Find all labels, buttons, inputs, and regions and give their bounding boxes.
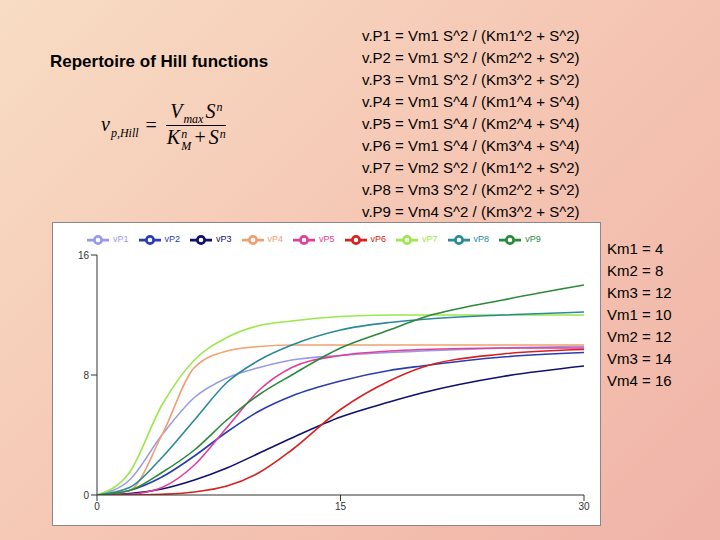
html-text:v.P8 = Vm3 S^2 / (Km2^2 + S^2): v.P8 = Vm3 S^2 / (Km2^2 + S^2) [362, 181, 580, 198]
html-text:VmaxSn: VmaxSn [170, 100, 223, 127]
svg-text:30: 30 [578, 501, 590, 512]
html-text:vP8: vP8 [473, 234, 490, 245]
html-text:Km2 = 8: Km2 = 8 [607, 262, 664, 279]
html-text:Repertoire of Hill functions: Repertoire of Hill functions [50, 52, 269, 71]
html-text:Vm3 = 14: Vm3 = 14 [607, 350, 672, 367]
html-text:vP5: vP5 [319, 234, 335, 245]
html-text:vP2: vP2 [164, 234, 180, 245]
html-text:Kn: Kn [166, 126, 188, 149]
html-text:Vm2 = 12: Vm2 = 12 [607, 328, 672, 345]
html-text:v.P6 = Vm1 S^4 / (Km3^4 + S^4): v.P6 = Vm1 S^4 / (Km3^4 + S^4) [362, 137, 580, 154]
html-text:vP7: vP7 [422, 234, 438, 245]
svg-text:0: 0 [94, 501, 100, 512]
svg-text:8: 8 [83, 370, 89, 381]
html-text:Vm1 = 10: Vm1 = 10 [607, 306, 672, 323]
html-text:vp,Hill =: vp,Hill = [101, 113, 157, 140]
html-text:Vm4 = 16: Vm4 = 16 [607, 372, 672, 389]
html-text:vP9: vP9 [525, 234, 541, 245]
html-text:v.P7 = Vm2 S^2 / (Km1^2 + S^2): v.P7 = Vm2 S^2 / (Km1^2 + S^2) [362, 159, 580, 176]
html-text:vP6: vP6 [370, 234, 387, 245]
html-text:vP4: vP4 [267, 234, 284, 245]
html-text:M+ Sn: M+ Sn [181, 126, 226, 153]
html-text:v.P9 = Vm4 S^2 / (Km3^2 + S^2): v.P9 = Vm4 S^2 / (Km3^2 + S^2) [362, 203, 580, 220]
html-text:Km1 = 4: Km1 = 4 [607, 240, 664, 257]
html-text:v.P2 = Vm1 S^2 / (Km2^2 + S^2): v.P2 = Vm1 S^2 / (Km2^2 + S^2) [362, 49, 580, 66]
html-text:v.P5 = Vm1 S^4 / (Km2^4 + S^4): v.P5 = Vm1 S^4 / (Km2^4 + S^4) [362, 115, 580, 132]
html-text:vP1: vP1 [113, 234, 129, 245]
html-text:Km3 = 12: Km3 = 12 [607, 284, 672, 301]
html-text:v.P4 = Vm1 S^4 / (Km1^4 + S^4): v.P4 = Vm1 S^4 / (Km1^4 + S^4) [362, 93, 580, 110]
html-text:v.P1 = Vm1 S^2 / (Km1^2 + S^2): v.P1 = Vm1 S^2 / (Km1^2 + S^2) [362, 27, 580, 44]
html-text:v.P3 = Vm1 S^2 / (Km3^2 + S^2): v.P3 = Vm1 S^2 / (Km3^2 + S^2) [362, 71, 580, 88]
svg-text:16: 16 [78, 250, 90, 261]
svg-text:0: 0 [83, 490, 89, 501]
svg-text:15: 15 [335, 501, 347, 512]
html-text:vP3: vP3 [216, 234, 232, 245]
